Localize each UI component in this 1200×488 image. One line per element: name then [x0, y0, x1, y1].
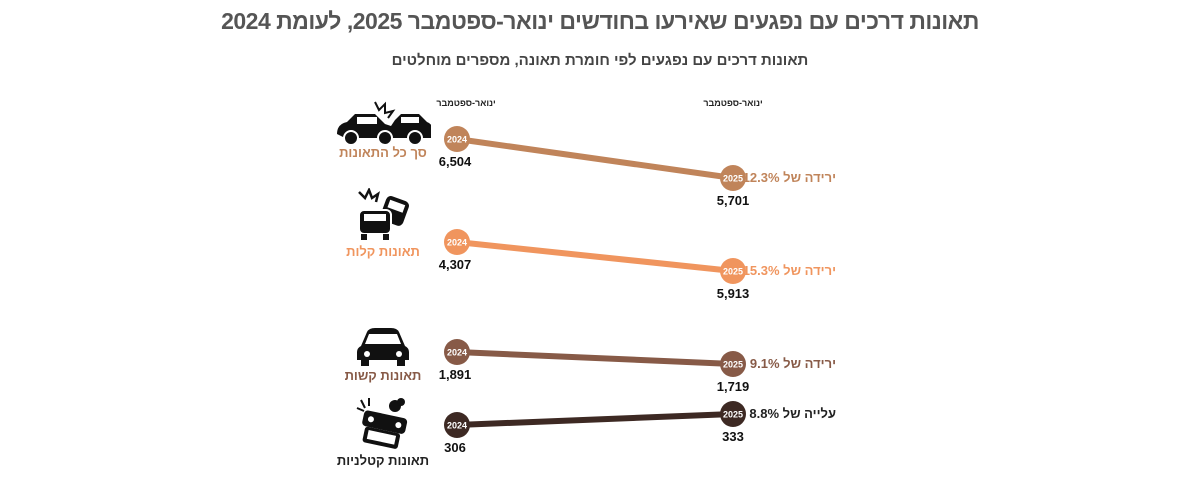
series-line	[456, 411, 734, 428]
year-label: 2025	[723, 174, 743, 184]
car-crash-icon	[353, 186, 413, 249]
overturned-car-icon	[355, 398, 411, 455]
series-line	[456, 349, 734, 367]
category-label: תאונות קלות	[346, 244, 420, 259]
year-label: 2024	[447, 421, 467, 431]
category-label: תאונות קשות	[344, 368, 422, 383]
data-point	[720, 165, 746, 191]
damaged-car-icon	[355, 326, 411, 373]
period-label-2024: ינואר-ספטמבר	[436, 98, 496, 108]
period-label-2025: ינואר-ספטמבר	[703, 98, 763, 108]
data-point	[444, 229, 470, 255]
data-point	[444, 412, 470, 438]
value-label-2024: 6,504	[438, 154, 472, 169]
year-label: 2024	[447, 348, 467, 358]
car-collision-icon	[335, 100, 433, 153]
chart-subtitle: תאונות דרכים עם נפגעים לפי חומרת תאונה, …	[391, 52, 809, 69]
change-label: ירידה של 15.3%	[742, 263, 836, 278]
data-point	[720, 258, 746, 284]
chart-title: תאונות דרכים עם נפגעים שאירעו בחודשים ינ…	[221, 8, 979, 34]
series-line	[456, 136, 734, 181]
year-label: 2025	[723, 360, 743, 370]
change-label: ירידה של 12.3%	[742, 170, 836, 185]
year-label: 2024	[447, 135, 467, 145]
value-label-2024: 1,891	[438, 367, 472, 382]
value-label-2025: 333	[722, 429, 744, 444]
value-label-2025: 1,719	[716, 379, 750, 394]
value-label-2025: 5,913	[716, 286, 750, 301]
category-label: תאונות קטלניות	[336, 453, 430, 468]
year-label: 2024	[447, 238, 467, 248]
change-label: ירידה של 9.1%	[749, 356, 836, 371]
data-point	[444, 126, 470, 152]
category-label: סך כל התאונות	[339, 145, 427, 160]
data-point	[720, 401, 746, 427]
year-label: 2025	[723, 267, 743, 277]
series-line	[456, 239, 734, 274]
value-label-2025: 5,701	[716, 193, 750, 208]
data-point	[444, 339, 470, 365]
year-label: 2025	[723, 410, 743, 420]
data-point	[720, 351, 746, 377]
value-label-2024: 4,307	[438, 257, 472, 272]
value-label-2024: 306	[444, 440, 466, 455]
change-label: עלייה של 8.8%	[749, 406, 836, 421]
